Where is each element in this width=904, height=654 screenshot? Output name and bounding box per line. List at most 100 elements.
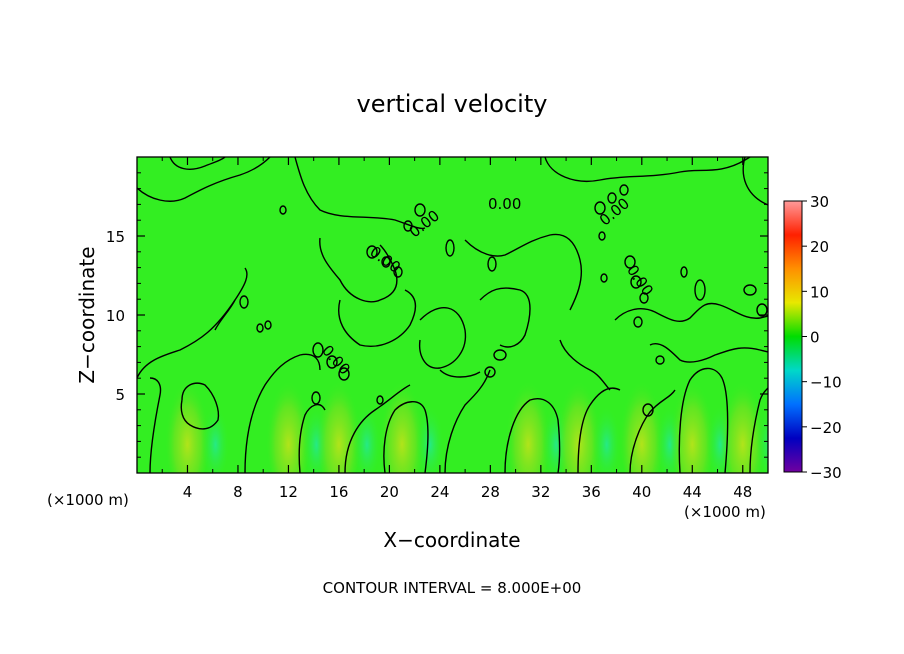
contour-line [312,342,324,358]
contour-line [319,237,398,303]
contour-line [464,233,582,311]
y-tick-label: 5 [115,386,125,404]
updraft-region [670,369,715,473]
contour-line [594,201,606,215]
x-tick-label: 8 [233,483,243,501]
x-tick-label: 48 [733,483,752,501]
contour-line [169,157,226,170]
contour-line [504,398,561,473]
x-tick-label: 28 [481,483,500,501]
downdraft-region [352,396,381,473]
contour-interval-note: CONTOUR INTERVAL = 8.000E+00 [323,579,582,597]
contour-line [493,349,507,361]
contour-line [256,323,264,333]
contour-line [639,292,649,304]
contour-line [649,343,768,363]
chart-title: vertical velocity [357,90,548,118]
y-tick-label: 15 [106,228,125,246]
contour-line [619,184,629,196]
contour-line [598,231,606,241]
colorbar-tick-label: −30 [810,464,842,482]
contour-line [239,295,249,309]
contour-line [149,377,162,473]
updraft-shading [165,369,768,473]
colorbar-tick-label: 10 [810,283,829,301]
contour-line [344,384,411,473]
contour-line [137,157,271,202]
contour-line [577,387,621,473]
updraft-region [720,369,765,473]
downdraft-region [756,397,768,473]
x-tick-label: 20 [380,483,399,501]
contour-line [326,355,338,369]
contour-line [414,203,426,217]
contour-line [680,266,688,278]
updraft-region [316,369,361,473]
contour-line [607,192,617,204]
x-tick-label: 12 [279,483,298,501]
colorbar-ticks: 30 20 10 0 −10 −20 −30 [802,193,842,482]
contour-line [383,401,429,473]
updraft-region [556,369,601,473]
x-axis-unit-left: (×1000 m) [47,491,129,509]
x-tick-label: 40 [632,483,651,501]
x-tick-label: 4 [183,483,193,501]
contour-line [614,302,768,322]
contour-lines [137,157,768,473]
contour-line [418,307,467,369]
colorbar-tick-label: 30 [810,193,829,211]
contour-line [624,255,636,269]
colorbar-tick-label: 0 [810,329,820,347]
downdraft-region [592,396,621,473]
contour-line [381,256,391,268]
x-axis-label: X−coordinate [383,528,520,552]
contour-line [444,369,491,473]
contour-label: 0.00 [488,195,521,213]
x-tick-label: 44 [683,483,702,501]
colorbar-tick-label: 20 [810,238,829,256]
contour-line [393,266,403,278]
downdraft-region [416,396,445,473]
contour-line [749,387,768,473]
contour-line [403,220,413,232]
y-tick-label: 10 [106,307,125,325]
contour-line [366,245,378,259]
contour-line [487,256,497,272]
contour-line [338,367,350,381]
x-tick-label: 32 [531,483,550,501]
contour-line [311,391,321,405]
x-tick-label: 24 [430,483,449,501]
contour-line [338,289,417,347]
contour-line [629,389,676,473]
contour-line [279,205,287,215]
contour-line [137,267,248,379]
contour-line [544,157,751,182]
x-axis-ticks: 4 8 12 16 20 24 28 32 36 40 44 48 [161,157,752,501]
contour-line [294,157,426,230]
contour-line [298,403,326,473]
updraft-region [165,369,210,473]
contour-line [445,239,455,257]
updraft-region [506,369,551,473]
contour-line [600,273,608,283]
contour-line [655,355,665,365]
contour-line [633,316,643,328]
contour-line [559,339,611,391]
contour-line [180,382,220,430]
contour-line [742,157,768,206]
contour-line [479,287,531,348]
plot-area: 0.00 0.00 0.00 0.00 0.00 0.00 4 8 12 16 20 24… [106,156,769,501]
contour-line [264,320,272,330]
contour-line [244,353,321,473]
updraft-region [619,369,664,473]
colorbar-tick-label: −10 [810,374,842,392]
contour-line [484,366,496,378]
contour-line [439,369,481,378]
downdraft-region [201,396,230,473]
y-axis-ticks: 5 10 15 [106,172,768,458]
x-tick-label: 36 [582,483,601,501]
contour-line [214,299,236,331]
colorbar: 30 20 10 0 −10 −20 −30 [783,193,842,482]
contour-line [642,403,654,417]
